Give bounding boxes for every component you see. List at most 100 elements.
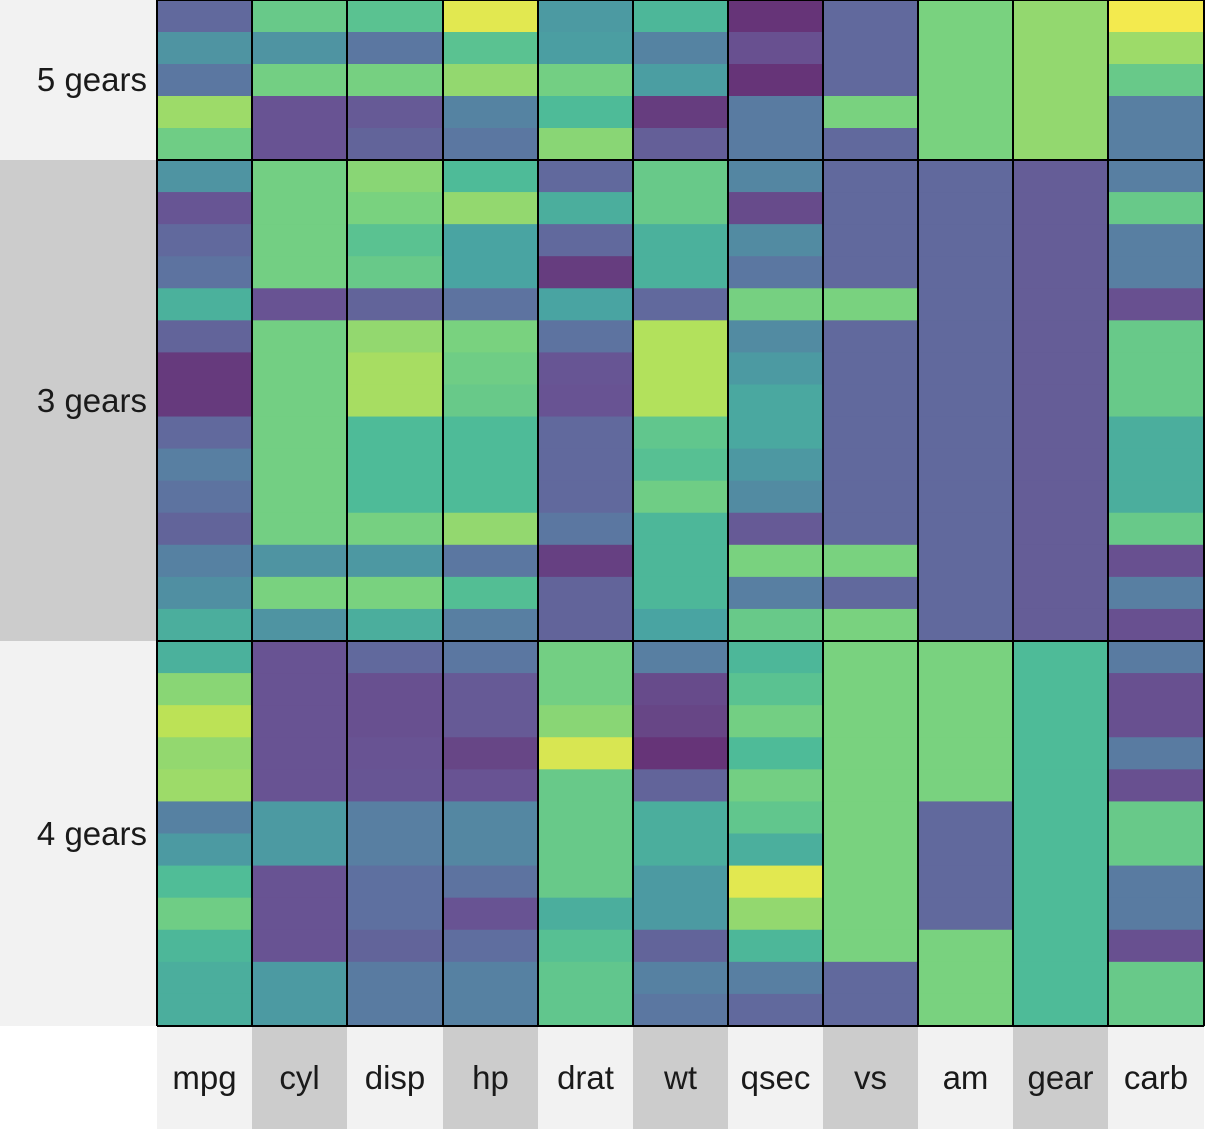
heatmap-cell — [823, 448, 919, 482]
heatmap-cell — [347, 160, 444, 193]
heatmap-cell — [918, 416, 1014, 450]
row-group-band — [0, 0, 157, 160]
heatmap-cell — [918, 737, 1014, 770]
heatmap-cell — [633, 416, 729, 450]
heatmap-cell — [443, 801, 539, 835]
heatmap-cell — [728, 320, 824, 353]
heatmap-cell — [633, 160, 729, 193]
heatmap-cell — [157, 288, 253, 321]
heatmap-cell — [1108, 288, 1205, 321]
heatmap-cell — [1013, 641, 1109, 674]
heatmap-cell — [1013, 993, 1109, 1027]
heatmap-cell — [728, 384, 824, 418]
heatmap-cell — [823, 833, 919, 867]
heatmap-cell — [918, 929, 1014, 963]
heatmap-cell — [252, 352, 348, 386]
heatmap-cell — [918, 384, 1014, 418]
column-label-band — [157, 1026, 252, 1129]
heatmap-cell — [538, 801, 634, 835]
heatmap-cell — [1108, 673, 1205, 706]
heatmap-cell — [347, 480, 444, 514]
heatmap-cell — [1013, 673, 1109, 706]
heatmap-cell — [538, 673, 634, 706]
heatmap-cell — [252, 769, 348, 803]
heatmap-cell — [728, 352, 824, 386]
heatmap-cell — [538, 320, 634, 353]
heatmap-cell — [1013, 128, 1109, 161]
heatmap-cell — [1108, 480, 1205, 514]
heatmap-cell — [252, 32, 348, 65]
heatmap-cell — [633, 705, 729, 738]
heatmap-cell — [252, 512, 348, 546]
heatmap-cell — [157, 929, 253, 963]
heatmap-cell — [633, 961, 729, 995]
heatmap-cell — [1013, 608, 1109, 642]
heatmap-cell — [1108, 352, 1205, 386]
heatmap-cell — [633, 0, 729, 33]
heatmap-cell — [1108, 737, 1205, 770]
heatmap-cell — [633, 993, 729, 1027]
heatmap-cell — [1108, 769, 1205, 803]
heatmap-cell — [1108, 961, 1205, 995]
heatmap-cell — [443, 288, 539, 321]
heatmap-cell — [633, 801, 729, 835]
heatmap-cell — [1108, 544, 1205, 578]
heatmap-cell — [823, 64, 919, 97]
heatmap-cell — [728, 641, 824, 674]
heatmap-cell — [157, 897, 253, 931]
column-label: cyl — [279, 1058, 320, 1096]
heatmap-cell — [157, 224, 253, 257]
heatmap-cell — [538, 929, 634, 963]
heatmap-cell — [347, 448, 444, 482]
heatmap-cell — [538, 737, 634, 770]
heatmap-cell — [347, 673, 444, 706]
heatmap-cell — [252, 673, 348, 706]
heatmap-cell — [918, 64, 1014, 97]
heatmap-cell — [1108, 641, 1205, 674]
heatmap-cell — [157, 801, 253, 835]
heatmap-cell — [633, 929, 729, 963]
column-label-band — [443, 1026, 538, 1129]
heatmap-cell — [157, 641, 253, 674]
heatmap-cell — [347, 512, 444, 546]
heatmap-cell — [1013, 64, 1109, 97]
heatmap-cell — [1013, 448, 1109, 482]
heatmap-cell — [1013, 512, 1109, 546]
heatmap-cell — [347, 256, 444, 289]
heatmap-cell — [347, 993, 444, 1027]
column-label-band — [728, 1026, 823, 1129]
heatmap-cell — [252, 576, 348, 610]
heatmap-cell — [918, 0, 1014, 33]
heatmap-cell — [823, 769, 919, 803]
row-group-band — [0, 641, 157, 1026]
heatmap-cell — [1013, 192, 1109, 225]
heatmap-cell — [538, 961, 634, 995]
heatmap-cell — [252, 416, 348, 450]
heatmap-cell — [347, 641, 444, 674]
heatmap-cell — [728, 448, 824, 482]
column-label: am — [942, 1058, 989, 1096]
heatmap-cell — [347, 288, 444, 321]
heatmap-cell — [728, 961, 824, 995]
heatmap-cell — [918, 128, 1014, 161]
heatmap-cell — [918, 96, 1014, 129]
heatmap-cell — [728, 929, 824, 963]
heatmap-cell — [538, 0, 634, 33]
heatmap-cell — [443, 256, 539, 289]
heatmap-cell — [823, 256, 919, 289]
heatmap-cell — [347, 576, 444, 610]
heatmap-cell — [1013, 256, 1109, 289]
heatmap-cell — [252, 96, 348, 129]
heatmap-cell — [633, 897, 729, 931]
heatmap-cell — [823, 512, 919, 546]
heatmap-cell — [633, 384, 729, 418]
heatmap-cell — [1013, 737, 1109, 770]
heatmap-cell — [252, 192, 348, 225]
column-label: wt — [664, 1058, 697, 1096]
heatmap-cell — [157, 480, 253, 514]
heatmap-cell — [823, 224, 919, 257]
heatmap-cell — [823, 576, 919, 610]
heatmap-cell — [157, 576, 253, 610]
heatmap-cell — [823, 320, 919, 353]
